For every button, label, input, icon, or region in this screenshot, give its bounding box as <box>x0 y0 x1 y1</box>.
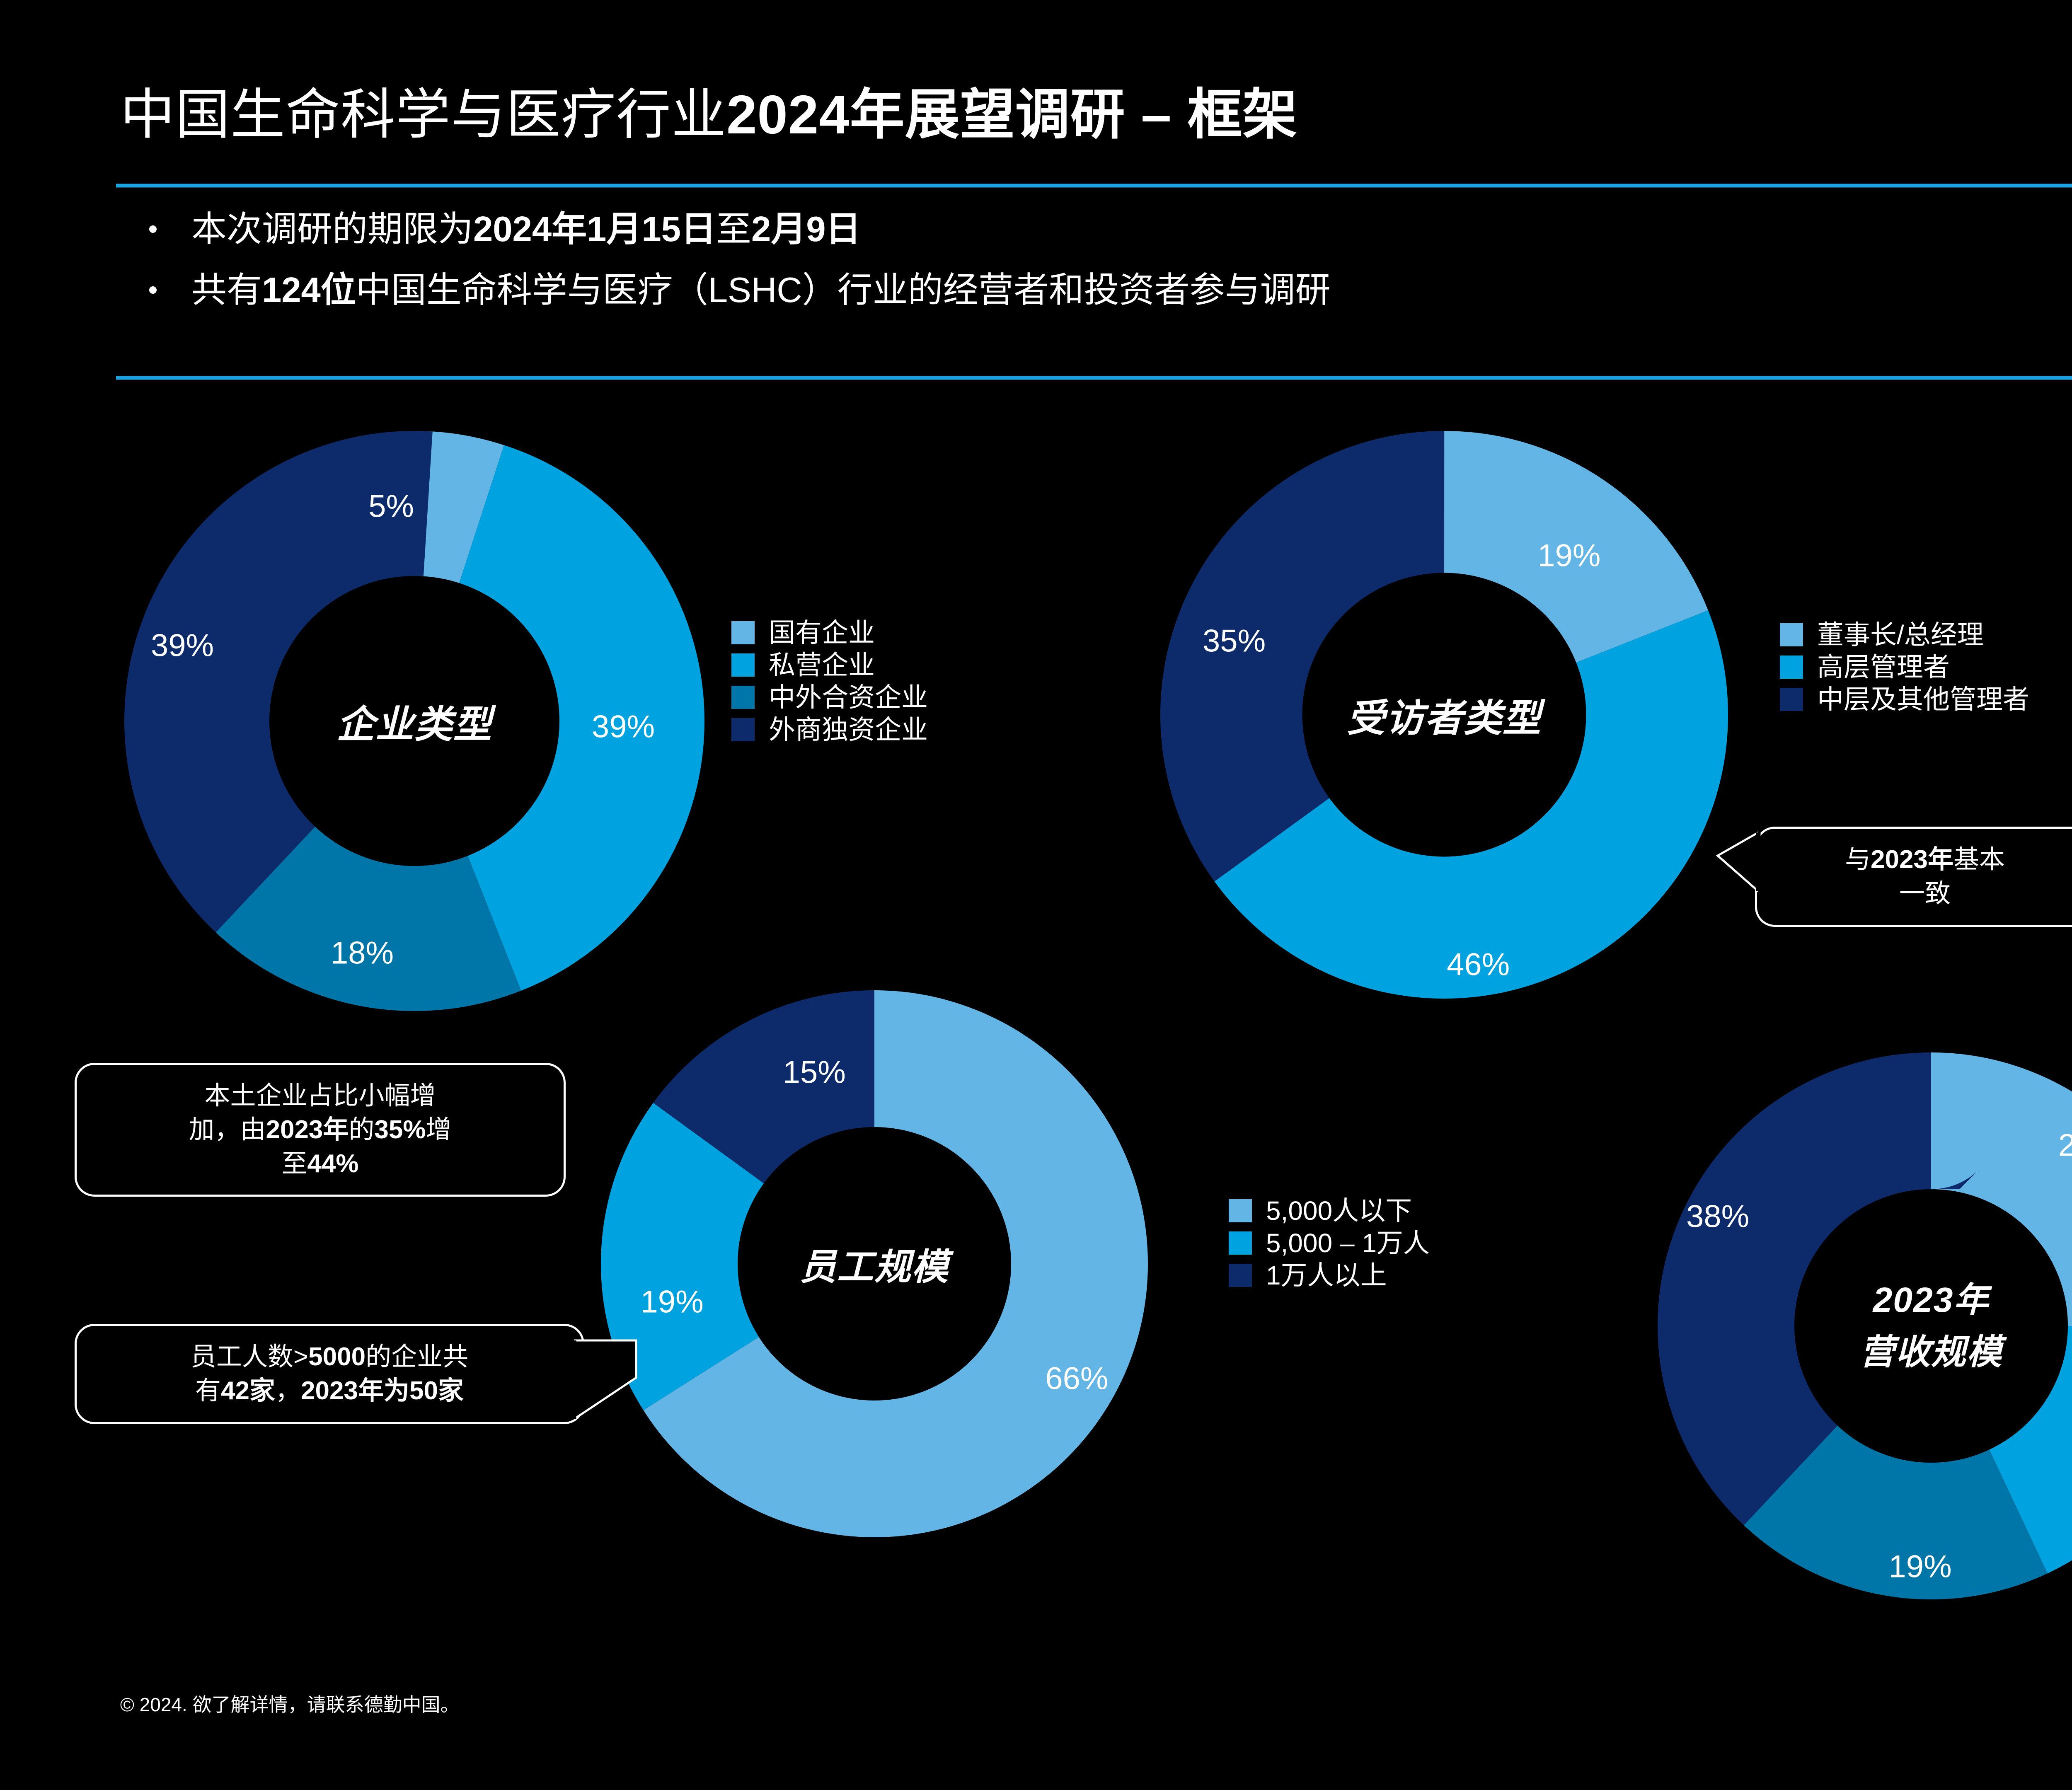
legend-label: 中外合资企业 <box>769 682 928 712</box>
legend-swatch-middle <box>1780 688 1803 711</box>
donut-chart-revenue-scale: 2023年 营收规模 25% 18% 19% 38% <box>1658 1052 2072 1599</box>
legend-item[interactable]: 中层及其他管理者 <box>1780 686 2029 713</box>
legend-respondent-type: 董事长/总经理 高层管理者 中层及其他管理者 <box>1780 622 2029 718</box>
legend-label: 外商独资企业 <box>769 715 928 745</box>
donut-respondent-type-svg <box>1160 431 1728 999</box>
callout-line: 本土企业占比小幅增 <box>204 1081 436 1110</box>
legend-label: 中层及其他管理者 <box>1817 685 2029 714</box>
donut-employee-scale-svg <box>601 990 1148 1537</box>
donut-chart-employee-scale: 员工规模 66% 19% 15% <box>601 990 1148 1537</box>
slice-middle <box>1160 431 1728 999</box>
legend-swatch-5000to10000 <box>1229 1231 1252 1255</box>
donut-enterprise-type-svg <box>124 431 704 1011</box>
legend-enterprise-type: 国有企业 私营企业 中外合资企业 外商独资企业 <box>731 619 928 749</box>
legend-label: 5,000人以下 <box>1266 1196 1412 1226</box>
callout-local-enterprise: 本土企业占比小幅增 加，由2023年的35%增 至44% <box>75 1063 566 1197</box>
callout-employee-count-box: 员工人数>5000的企业共 有42家，2023年为50家 <box>75 1324 584 1424</box>
legend-item[interactable]: 中外合资企业 <box>731 684 928 711</box>
slice-value-label: 19% <box>1888 1549 1952 1584</box>
legend-swatch-chairman <box>1780 623 1803 646</box>
slice-value-label: 38% <box>1686 1199 1750 1234</box>
callout-line: 员工人数>5000的企业共 <box>190 1342 469 1371</box>
legend-item[interactable]: 5,000人以下 <box>1229 1197 1430 1224</box>
legend-swatch-guoyou <box>731 621 755 644</box>
slice-over50yi <box>1658 1052 2072 1599</box>
legend-label: 1万人以上 <box>1266 1260 1387 1290</box>
slice-value-label: 15% <box>782 1055 846 1090</box>
legend-item[interactable]: 外商独资企业 <box>731 716 928 743</box>
list-item: 共有124位中国生命科学与医疗（LSHC）行业的经营者和投资者参与调研 <box>149 268 1331 313</box>
callout-employee-count: 员工人数>5000的企业共 有42家，2023年为50家 <box>75 1324 637 1424</box>
donut-chart-respondent-type: 受访者类型 19% 46% 35% <box>1160 431 1728 999</box>
legend-item[interactable]: 高层管理者 <box>1780 654 2029 680</box>
callout-line: 有42家，2023年为50家 <box>195 1376 464 1405</box>
page-title-plain: 中国生命科学与医疗行业 <box>120 84 726 145</box>
callout-respondent-box: 与2023年基本 一致 <box>1755 827 2072 927</box>
slice-hezi <box>124 431 704 1011</box>
slice-value-label: 35% <box>1203 623 1266 659</box>
legend-employee-scale: 5,000人以下 5,000 – 1万人 1万人以上 <box>1229 1197 1430 1294</box>
donut-chart-enterprise-type: 企业类型 5% 39% 18% 39% <box>124 431 704 1011</box>
bullet-text-1: 本次调研的期限为2024年1月15日至2月9日 <box>191 210 861 249</box>
slice-value-label: 25% <box>2058 1127 2072 1163</box>
bullet-dot-icon <box>149 225 157 233</box>
legend-label: 私营企业 <box>769 650 875 680</box>
callout-line: 一致 <box>1899 879 1951 908</box>
legend-swatch-senior <box>1780 656 1803 679</box>
bullet-dot-icon <box>149 286 157 294</box>
list-item: 本次调研的期限为2024年1月15日至2月9日 <box>149 207 1331 252</box>
slice-value-label: 19% <box>640 1284 704 1320</box>
page-title: 中国生命科学与医疗行业2024年展望调研 – 框架 <box>120 70 1297 150</box>
bullet-list: 本次调研的期限为2024年1月15日至2月9日 共有124位中国生命科学与医疗（… <box>149 207 1331 329</box>
callout-line: 加，由2023年的35%增 <box>189 1115 452 1144</box>
legend-swatch-over10000 <box>1229 1264 1252 1287</box>
donut-revenue-scale-svg <box>1658 1052 2072 1599</box>
legend-label: 国有企业 <box>769 618 875 648</box>
legend-swatch-hezi <box>731 686 755 709</box>
chevron-banner <box>116 182 2072 381</box>
slice-waishang <box>124 431 704 1011</box>
callout-tail-icon <box>574 1339 637 1420</box>
slice-value-label: 46% <box>1447 947 1510 982</box>
callout-tail-icon <box>1716 831 1761 892</box>
slice-senior <box>1160 431 1728 999</box>
legend-item[interactable]: 私营企业 <box>731 652 928 678</box>
legend-label: 高层管理者 <box>1817 652 1950 682</box>
slice-siying <box>124 431 704 1011</box>
page-title-bold: 2024年展望调研 – 框架 <box>726 84 1298 145</box>
slice-value-label: 19% <box>1537 538 1601 573</box>
callout-respondent-same-as-2023: 与2023年基本 一致 <box>1716 827 2072 927</box>
slice-10to50yi <box>1658 1052 2072 1599</box>
footer-copyright: © 2024. 欲了解详情，请联系德勤中国。 <box>120 1694 460 1715</box>
slice-value-label: 39% <box>591 709 655 745</box>
legend-item[interactable]: 国有企业 <box>731 619 928 646</box>
chevron-banner-shape <box>116 184 2072 380</box>
legend-item[interactable]: 1万人以上 <box>1229 1262 1430 1289</box>
legend-label: 董事长/总经理 <box>1817 620 1984 650</box>
slice-5000to10000 <box>601 990 1148 1537</box>
legend-item[interactable]: 5,000 – 1万人 <box>1229 1230 1430 1256</box>
callout-line: 与2023年基本 <box>1845 845 2005 874</box>
slice-value-label: 18% <box>330 935 394 971</box>
callout-line: 至44% <box>281 1149 359 1178</box>
bullet-text-2: 共有124位中国生命科学与医疗（LSHC）行业的经营者和投资者参与调研 <box>191 270 1331 310</box>
legend-swatch-siying <box>731 653 755 677</box>
slice-value-label: 39% <box>150 628 214 663</box>
legend-item[interactable]: 董事长/总经理 <box>1780 622 2029 648</box>
callout-local-enterprise-box: 本土企业占比小幅增 加，由2023年的35%增 至44% <box>75 1063 566 1197</box>
legend-swatch-waishang <box>731 718 755 741</box>
slice-value-label: 66% <box>1045 1361 1109 1396</box>
legend-swatch-under5000 <box>1229 1199 1252 1222</box>
slice-value-label: 5% <box>368 489 414 524</box>
legend-label: 5,000 – 1万人 <box>1266 1228 1430 1258</box>
slice-over10000 <box>601 990 1148 1537</box>
